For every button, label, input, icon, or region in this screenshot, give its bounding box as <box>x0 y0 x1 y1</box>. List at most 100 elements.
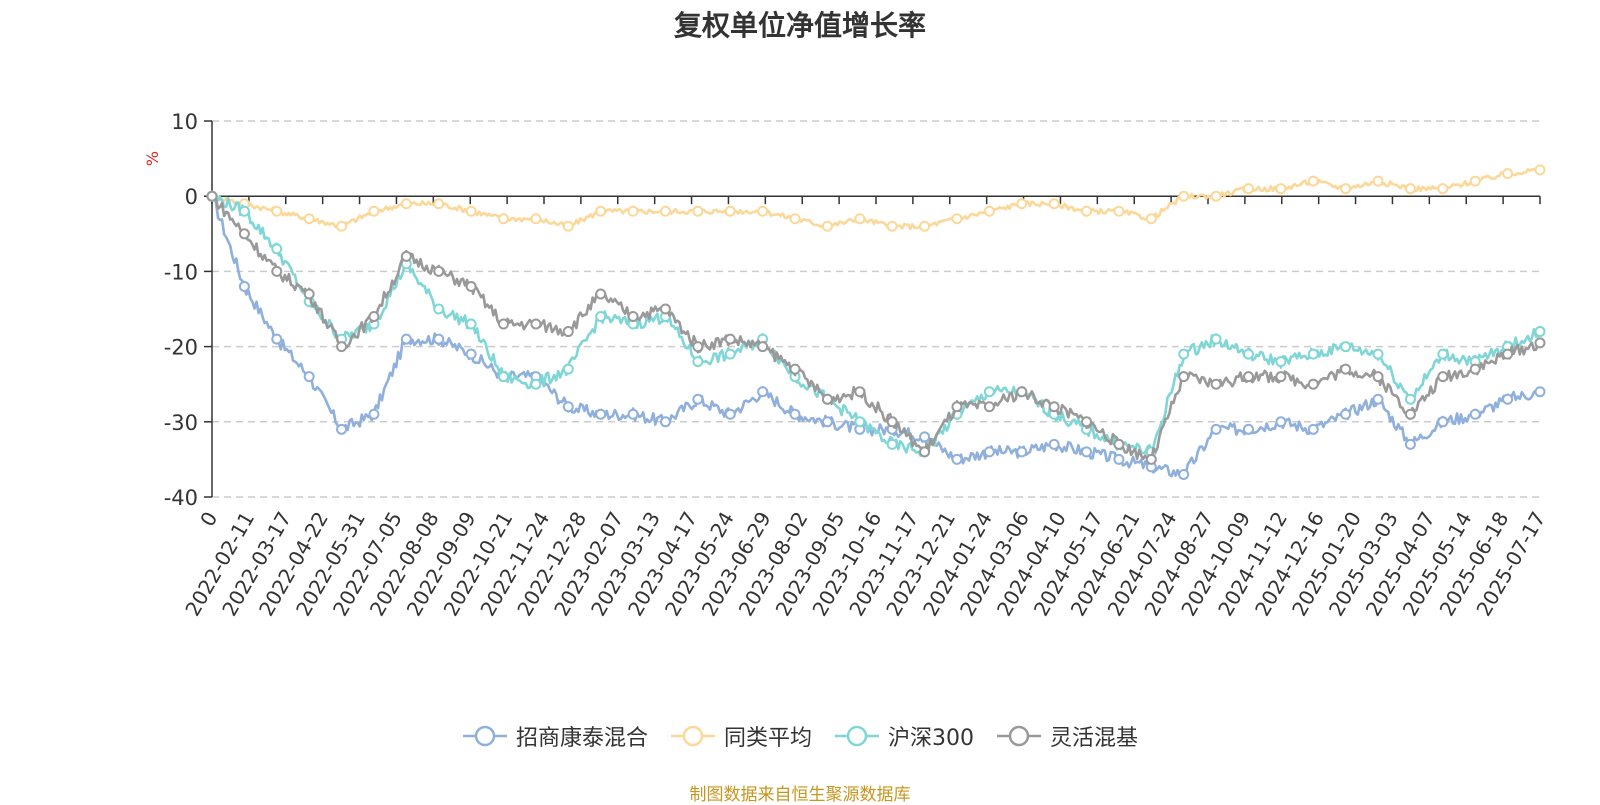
data-point <box>1016 198 1028 210</box>
data-point <box>951 453 963 465</box>
data-point <box>1275 416 1287 428</box>
data-point <box>336 341 348 353</box>
data-point <box>1372 175 1384 187</box>
data-point <box>1437 371 1449 383</box>
legend-label: 沪深300 <box>888 726 974 751</box>
data-point <box>1502 393 1514 405</box>
y-tick-label: 10 <box>171 110 198 134</box>
data-point <box>1145 453 1157 465</box>
y-tick-label: -10 <box>164 260 198 284</box>
data-point <box>498 371 510 383</box>
data-point <box>627 408 639 420</box>
series-line <box>211 195 1541 464</box>
data-point <box>886 220 898 232</box>
data-point <box>1340 363 1352 375</box>
legend-item[interactable]: 同类平均 <box>670 720 812 752</box>
data-point <box>724 408 736 420</box>
legend-item[interactable]: 招商康泰混合 <box>462 720 648 752</box>
data-point <box>919 431 931 443</box>
data-point <box>692 393 704 405</box>
y-tick-label: -40 <box>164 486 198 510</box>
data-point <box>1113 438 1125 450</box>
legend-label: 同类平均 <box>723 726 812 751</box>
legend-marker-icon <box>462 725 507 747</box>
y-tick-label: -20 <box>164 336 198 360</box>
data-point <box>789 213 801 225</box>
data-point <box>303 288 315 300</box>
data-point <box>1307 378 1319 390</box>
data-point <box>465 280 477 292</box>
data-point <box>854 386 866 398</box>
data-point <box>757 205 769 217</box>
data-point <box>368 408 380 420</box>
data-point <box>1534 386 1546 398</box>
data-point <box>433 333 445 345</box>
data-point <box>951 213 963 225</box>
data-point <box>271 243 283 255</box>
data-point <box>821 393 833 405</box>
data-point <box>1210 190 1222 202</box>
data-point <box>1372 348 1384 360</box>
data-point <box>1081 446 1093 458</box>
data-point <box>433 303 445 315</box>
data-point <box>400 333 412 345</box>
data-point <box>1534 337 1546 349</box>
data-point <box>757 386 769 398</box>
data-point <box>595 205 607 217</box>
data-point <box>530 318 542 330</box>
data-point <box>789 363 801 375</box>
data-point <box>595 408 607 420</box>
data-point <box>1534 164 1546 176</box>
data-point <box>1404 408 1416 420</box>
data-point <box>1437 183 1449 195</box>
data-point <box>1178 190 1190 202</box>
data-point <box>1275 371 1287 383</box>
data-point <box>821 220 833 232</box>
data-point <box>1048 198 1060 210</box>
data-point <box>1178 348 1190 360</box>
data-point <box>562 401 574 413</box>
data-point <box>400 250 412 262</box>
data-point <box>271 265 283 277</box>
legend-marker-icon <box>835 725 879 747</box>
data-point <box>1340 408 1352 420</box>
data-point <box>1145 213 1157 225</box>
data-point <box>562 220 574 232</box>
data-point <box>886 416 898 428</box>
data-point <box>1016 386 1028 398</box>
data-point <box>983 446 995 458</box>
data-point <box>498 318 510 330</box>
data-point <box>465 318 477 330</box>
data-point <box>1210 333 1222 345</box>
data-point <box>206 190 218 202</box>
data-point <box>1404 183 1416 195</box>
y-axis-label: % <box>143 151 162 166</box>
data-point <box>821 416 833 428</box>
data-point <box>1307 348 1319 360</box>
data-point <box>1048 401 1060 413</box>
data-point <box>1534 326 1546 338</box>
data-point <box>1016 446 1028 458</box>
data-point <box>368 311 380 323</box>
data-point <box>1113 453 1125 465</box>
data-point <box>1372 393 1384 405</box>
data-point <box>1178 371 1190 383</box>
legend-item[interactable]: 沪深300 <box>834 720 974 752</box>
data-point <box>1469 363 1481 375</box>
data-point <box>1372 371 1384 383</box>
data-point <box>530 378 542 390</box>
data-point <box>724 348 736 360</box>
data-point <box>303 371 315 383</box>
legend-item[interactable]: 灵活混基 <box>996 720 1138 752</box>
data-point <box>238 280 250 292</box>
data-point <box>951 401 963 413</box>
data-point <box>336 220 348 232</box>
data-point <box>238 228 250 240</box>
data-point <box>1437 348 1449 360</box>
data-point <box>498 213 510 225</box>
data-point <box>368 205 380 217</box>
data-point <box>659 303 671 315</box>
data-point <box>1469 175 1481 187</box>
data-point <box>1210 378 1222 390</box>
data-point <box>238 205 250 217</box>
